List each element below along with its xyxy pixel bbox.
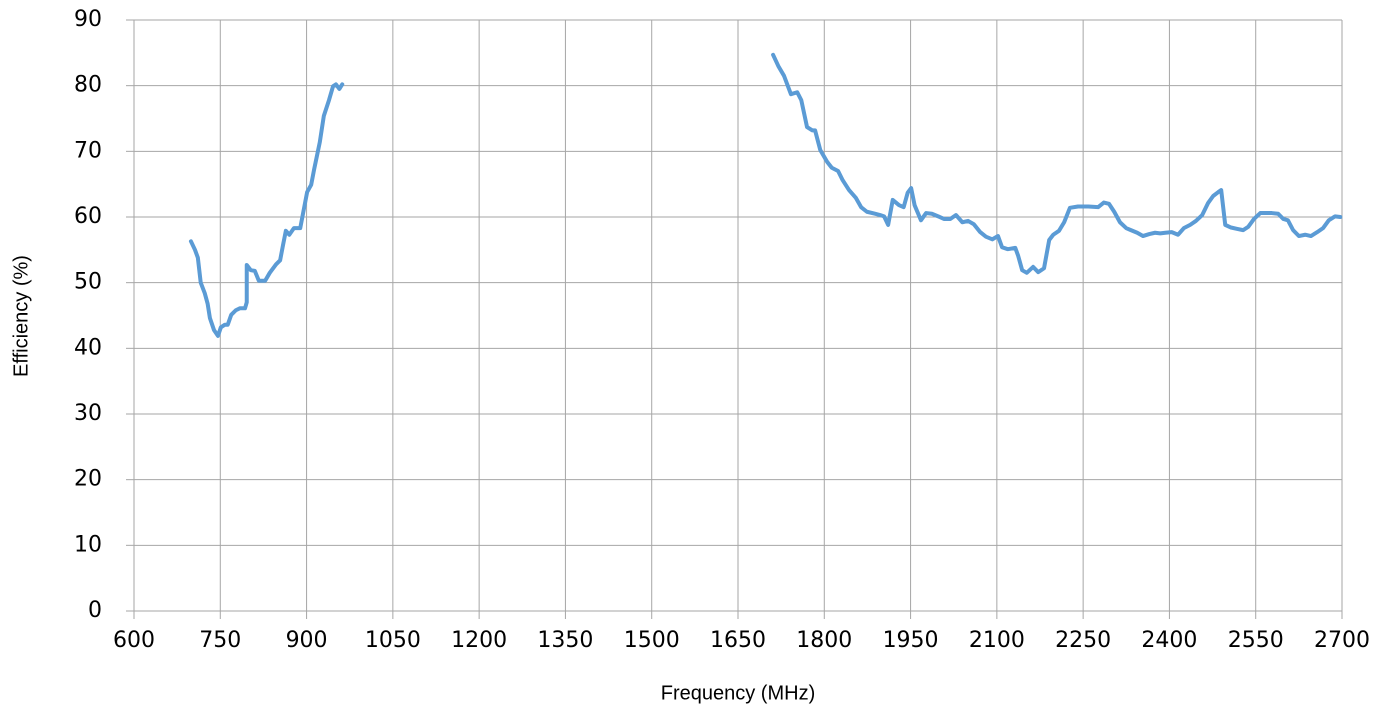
y-tick-label: 30 [74, 401, 102, 426]
data-line [188, 52, 1343, 338]
x-tick-label: 2250 [1055, 628, 1111, 653]
y-tick-label: 80 [74, 73, 102, 98]
x-tick-label: 1350 [537, 628, 593, 653]
x-tick-label: 2400 [1141, 628, 1197, 653]
x-tick-label: 1950 [883, 628, 939, 653]
x-tick-label: 1050 [365, 628, 421, 653]
y-tick-label: 40 [74, 335, 102, 360]
y-tick-label: 20 [74, 467, 102, 492]
y-tick-label: 90 [74, 7, 102, 32]
y-tick-label: 10 [74, 532, 102, 557]
x-tick-label: 600 [113, 628, 155, 653]
x-tick-label: 750 [199, 628, 241, 653]
x-tick-label: 1800 [796, 628, 852, 653]
x-tick-label: 1200 [451, 628, 507, 653]
x-tick-label: 2700 [1314, 628, 1370, 653]
x-tick-label: 1500 [624, 628, 680, 653]
y-tick-label: 0 [88, 598, 102, 623]
y-tick-label: 60 [74, 204, 102, 229]
x-tick-label: 1650 [710, 628, 766, 653]
x-tick-label: 2100 [969, 628, 1025, 653]
y-tick-label: 50 [74, 270, 102, 295]
y-axis-label: Efficiency (%) [10, 255, 32, 377]
x-tick-label: 2550 [1228, 628, 1284, 653]
y-tick-label: 70 [74, 138, 102, 163]
x-tick-label: 900 [286, 628, 328, 653]
x-axis-label: Frequency (MHz) [661, 682, 815, 704]
